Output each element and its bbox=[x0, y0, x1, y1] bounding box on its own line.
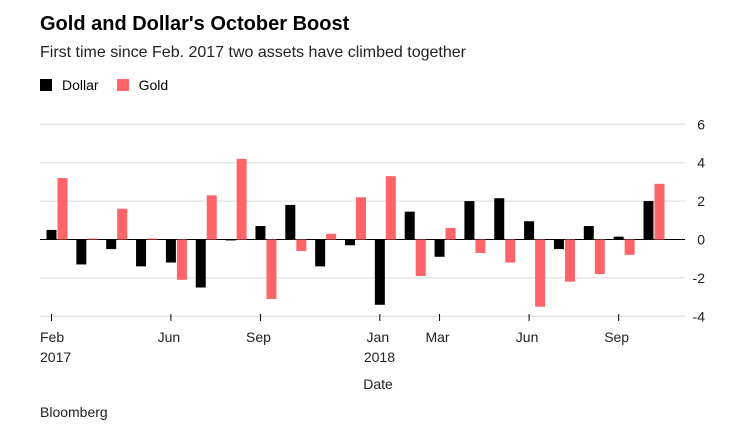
legend: Dollar Gold bbox=[40, 77, 186, 93]
x-axis-label: Date bbox=[363, 376, 393, 392]
y-tick-label: -2 bbox=[693, 270, 706, 286]
source-label: Bloomberg bbox=[40, 404, 108, 420]
bar-dollar bbox=[46, 229, 57, 240]
legend-label-dollar: Dollar bbox=[62, 77, 99, 93]
bar-dollar bbox=[165, 239, 176, 263]
bar-dollar bbox=[643, 201, 654, 240]
bar-gold bbox=[356, 197, 366, 240]
bar-gold bbox=[266, 239, 277, 300]
bar-dollar bbox=[553, 239, 564, 250]
y-tick-label: 0 bbox=[697, 232, 705, 248]
bar-dollar bbox=[583, 226, 594, 240]
bar-gold bbox=[236, 158, 247, 240]
bar-gold bbox=[57, 178, 68, 240]
chart-subtitle: First time since Feb. 2017 two assets ha… bbox=[40, 44, 466, 61]
bar-dollar bbox=[345, 239, 355, 246]
bar-gold bbox=[206, 195, 217, 240]
x-tick-label: Sep bbox=[246, 329, 271, 345]
legend-swatch-gold bbox=[116, 79, 129, 91]
bar-dollar bbox=[464, 201, 475, 240]
bar-dollar bbox=[255, 226, 266, 240]
bar-gold bbox=[564, 239, 575, 282]
y-tick-label: 4 bbox=[697, 155, 705, 171]
bar-gold bbox=[326, 233, 337, 240]
bar-dollar bbox=[315, 239, 326, 267]
legend-item-gold: Gold bbox=[116, 77, 169, 93]
bar-gold bbox=[117, 208, 128, 240]
bar-dollar bbox=[374, 239, 385, 305]
y-tick-label: -4 bbox=[693, 308, 706, 324]
bar-gold bbox=[594, 239, 605, 275]
bar-dollar bbox=[76, 239, 87, 265]
y-tick-label: 6 bbox=[697, 116, 705, 132]
bar-dollar bbox=[285, 204, 296, 240]
legend-label-gold: Gold bbox=[138, 77, 169, 93]
bar-gold bbox=[415, 239, 426, 276]
legend-item-dollar: Dollar bbox=[40, 77, 99, 93]
bar-gold bbox=[475, 239, 486, 253]
bar-gold bbox=[505, 239, 516, 263]
x-tick-year-label: 2018 bbox=[364, 349, 395, 365]
chart-title: Gold and Dollar's October Boost bbox=[40, 13, 350, 35]
x-tick-label: Jun bbox=[516, 329, 539, 345]
bar-dollar bbox=[613, 236, 624, 240]
bar-gold bbox=[296, 239, 307, 252]
bar-gold bbox=[445, 227, 456, 240]
x-tick-label: Feb bbox=[40, 329, 64, 345]
y-tick-label: 2 bbox=[697, 193, 705, 209]
x-tick-year-label: 2017 bbox=[40, 349, 71, 365]
bar-dollar bbox=[195, 239, 206, 288]
x-tick-label: Sep bbox=[604, 329, 629, 345]
bar-gold bbox=[87, 238, 98, 240]
x-tick-label: Mar bbox=[425, 329, 449, 345]
x-tick-label: Jan bbox=[367, 329, 390, 345]
bar-gold bbox=[535, 239, 546, 307]
bar-gold bbox=[654, 183, 665, 240]
bar-dollar bbox=[404, 211, 415, 240]
bar-dollar bbox=[106, 239, 117, 250]
bar-gold bbox=[176, 239, 187, 280]
bar-gold bbox=[147, 238, 158, 240]
bar-dollar bbox=[494, 198, 505, 240]
bar-dollar bbox=[434, 239, 445, 257]
bar-dollar bbox=[225, 239, 236, 241]
bar-dollar bbox=[136, 239, 147, 267]
bar-dollar bbox=[524, 221, 535, 240]
x-tick-label: Jun bbox=[158, 329, 181, 345]
legend-swatch-dollar bbox=[40, 79, 52, 91]
bar-gold bbox=[624, 239, 635, 255]
bar-gold bbox=[385, 176, 396, 240]
